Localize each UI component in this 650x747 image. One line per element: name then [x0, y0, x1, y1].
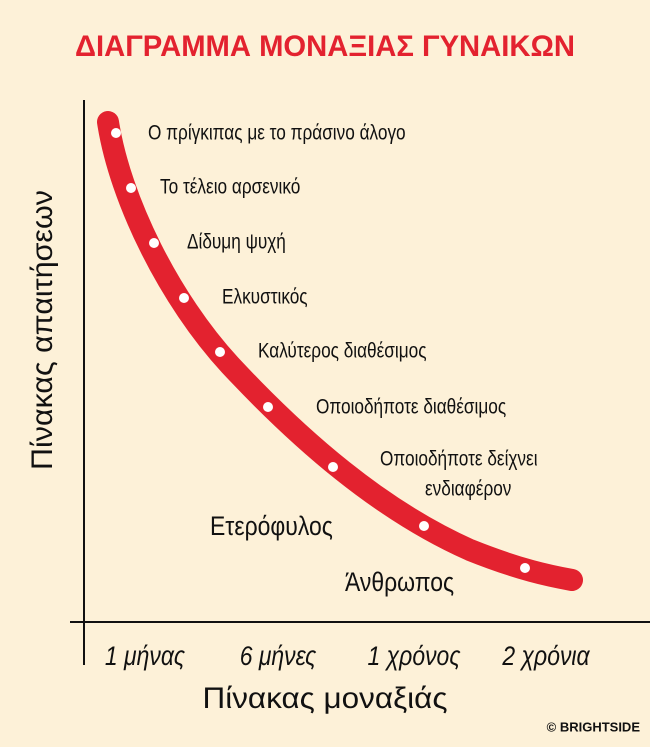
- y-axis-label: Πίνακας απαιτήσεων: [26, 190, 59, 470]
- point-label: Άνθρωπος: [345, 567, 454, 597]
- x-label: 1 χρόνος: [368, 641, 462, 671]
- point-label: Το τέλειο αρσενικό: [160, 176, 300, 199]
- credit: © BRIGHTSIDE: [547, 719, 641, 734]
- point: [419, 521, 429, 531]
- point-label: Ελκυστικός: [222, 286, 308, 309]
- point-label: Οποιοδήποτε διαθέσιμος: [316, 396, 506, 419]
- x-axis-label: Πίνακας μοναξιάς: [203, 682, 448, 715]
- point-label: Ο πρίγκιπας με το πράσινο άλογο: [148, 122, 406, 145]
- point: [126, 183, 136, 193]
- point: [263, 402, 273, 412]
- point: [149, 238, 159, 248]
- x-label: 2 χρόνια: [501, 641, 590, 671]
- point-label: Δίδυμη ψυχή: [187, 231, 286, 254]
- title: ΔΙΑΓΡΑΜΜΑ ΜΟΝΑΞΙΑΣ ΓΥΝΑΙΚΩΝ: [75, 30, 575, 63]
- point: [111, 128, 121, 138]
- point: [328, 462, 338, 472]
- point: [179, 293, 189, 303]
- point-label: Ετερόφυλος: [210, 511, 333, 541]
- point: [215, 347, 225, 357]
- curve: [97, 111, 583, 591]
- point-label: Καλύτερος διαθέσιμος: [258, 340, 427, 363]
- x-label: 1 μήνας: [105, 641, 186, 671]
- point: [520, 563, 530, 573]
- point-label: Οποιοδήποτε δείχνει: [380, 448, 538, 471]
- x-label: 6 μήνες: [240, 641, 317, 671]
- point-label: ενδιαφέρον: [425, 478, 511, 501]
